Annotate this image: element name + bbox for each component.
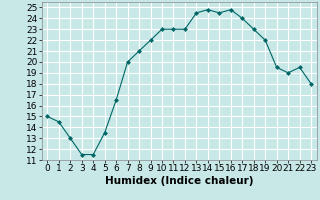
X-axis label: Humidex (Indice chaleur): Humidex (Indice chaleur) <box>105 176 253 186</box>
